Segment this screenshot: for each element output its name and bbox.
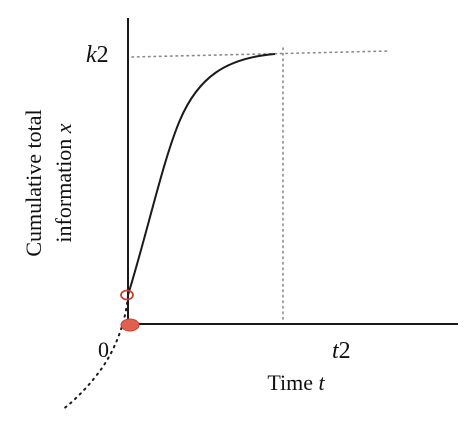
origin-label: 0 [98,337,109,362]
y-axis-label-line1: Cumulative total [21,109,46,256]
curve-extension-dotted [61,295,129,411]
origin-point-marker [120,318,140,332]
k2-label: k2 [86,42,109,68]
y-axis-label-line2: information x [51,123,76,242]
saturation-curve [127,53,276,296]
initial-point-marker [120,289,134,301]
t2-label: t2 [332,338,351,364]
x-axis-label: Time t [267,370,325,395]
k2-guide-line [131,50,391,58]
